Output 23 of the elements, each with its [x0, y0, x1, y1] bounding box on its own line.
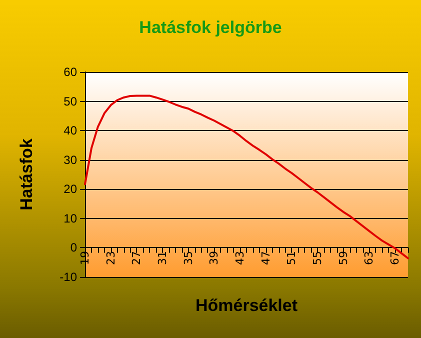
x-tick-label: 55 — [311, 251, 324, 265]
y-tick-label: 40 — [64, 124, 78, 138]
y-tick-label: 20 — [64, 182, 78, 196]
x-tick-label: 51 — [285, 251, 298, 265]
x-tick-label: 23 — [104, 251, 118, 265]
y-tick-label: 50 — [64, 94, 78, 108]
y-axis-title: Hatásfok — [17, 138, 36, 210]
chart-title: Hatásfok jelgörbe — [139, 18, 282, 37]
x-axis-title: Hőmérséklet — [195, 296, 298, 315]
y-tick-label: 0 — [70, 240, 78, 255]
y-tick-label: 60 — [64, 65, 78, 79]
x-tick-label: 27 — [130, 251, 144, 265]
x-tick-label: 35 — [182, 251, 195, 265]
x-tick-label: 39 — [208, 251, 221, 265]
y-tick-label: 30 — [64, 152, 78, 167]
x-tick-label: 43 — [234, 251, 247, 265]
x-tick-label: 67 — [388, 251, 402, 265]
y-tick-label: -10 — [60, 270, 78, 284]
x-tick-label: 47 — [259, 251, 272, 265]
x-tick-label: 31 — [156, 251, 170, 265]
x-tick-label: 59 — [336, 251, 350, 265]
y-tick-label: 10 — [64, 211, 78, 226]
x-tick-label: 63 — [362, 251, 376, 265]
